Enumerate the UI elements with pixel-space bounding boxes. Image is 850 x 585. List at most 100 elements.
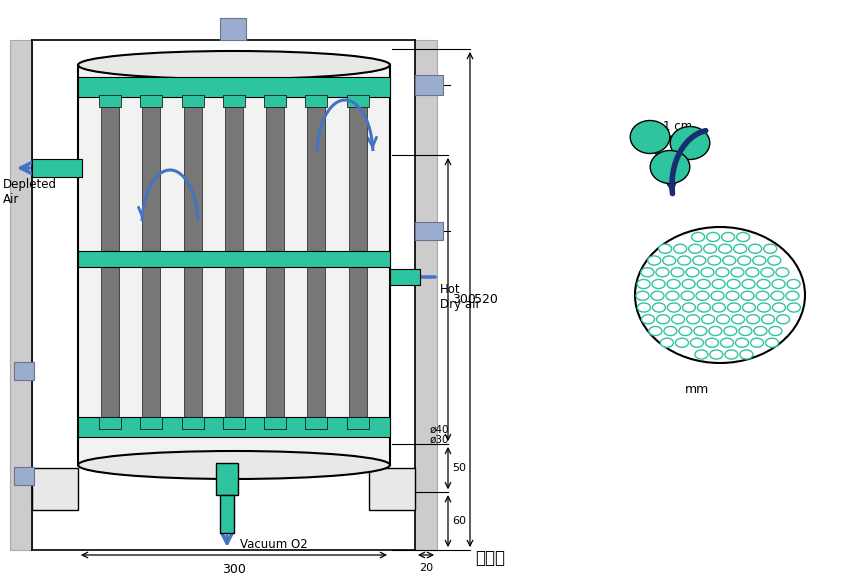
Bar <box>32 468 78 510</box>
Ellipse shape <box>735 338 749 347</box>
Ellipse shape <box>721 338 734 347</box>
Ellipse shape <box>674 244 687 253</box>
Ellipse shape <box>653 303 666 312</box>
Ellipse shape <box>727 280 740 288</box>
Ellipse shape <box>701 268 714 277</box>
Bar <box>225 77 243 437</box>
Bar <box>182 417 204 429</box>
Ellipse shape <box>776 268 789 277</box>
Ellipse shape <box>688 244 702 253</box>
Ellipse shape <box>725 350 738 359</box>
Ellipse shape <box>660 338 673 347</box>
Bar <box>10 40 32 550</box>
Bar <box>32 159 82 177</box>
Ellipse shape <box>706 338 718 347</box>
Text: 300: 300 <box>222 563 246 576</box>
Bar <box>415 222 443 240</box>
Ellipse shape <box>638 280 650 288</box>
Ellipse shape <box>666 291 679 300</box>
Ellipse shape <box>777 315 790 324</box>
Ellipse shape <box>741 291 754 300</box>
Ellipse shape <box>693 256 706 265</box>
Bar <box>78 77 390 97</box>
Ellipse shape <box>786 291 799 300</box>
Ellipse shape <box>635 227 805 363</box>
Ellipse shape <box>732 315 745 324</box>
Text: 300: 300 <box>452 293 476 306</box>
Ellipse shape <box>683 303 695 312</box>
Ellipse shape <box>663 256 676 265</box>
Ellipse shape <box>757 303 770 312</box>
Ellipse shape <box>739 326 752 336</box>
Bar <box>14 467 34 485</box>
Text: Vacuum O2: Vacuum O2 <box>240 539 308 552</box>
Ellipse shape <box>78 51 390 79</box>
Bar <box>143 77 161 437</box>
Bar <box>223 417 245 429</box>
Ellipse shape <box>681 291 694 300</box>
Ellipse shape <box>731 268 744 277</box>
Ellipse shape <box>698 303 711 312</box>
Ellipse shape <box>719 244 732 253</box>
Ellipse shape <box>708 256 721 265</box>
Bar <box>369 468 415 510</box>
Text: ø30: ø30 <box>430 435 450 445</box>
Ellipse shape <box>771 291 784 300</box>
Ellipse shape <box>769 326 782 336</box>
Bar <box>415 40 437 550</box>
Ellipse shape <box>751 338 763 347</box>
Ellipse shape <box>761 268 774 277</box>
Ellipse shape <box>709 326 722 336</box>
Ellipse shape <box>773 303 785 312</box>
Ellipse shape <box>679 326 692 336</box>
Bar <box>264 417 286 429</box>
Bar <box>140 417 162 429</box>
Ellipse shape <box>754 326 767 336</box>
Ellipse shape <box>690 338 704 347</box>
Bar <box>220 18 246 40</box>
Ellipse shape <box>716 268 729 277</box>
Ellipse shape <box>756 291 769 300</box>
Text: 60: 60 <box>452 516 466 526</box>
Bar <box>347 95 369 107</box>
Text: mm: mm <box>685 383 709 396</box>
Ellipse shape <box>726 291 739 300</box>
Bar <box>216 463 238 495</box>
Ellipse shape <box>670 126 710 160</box>
Ellipse shape <box>746 268 759 277</box>
Ellipse shape <box>652 280 665 288</box>
Bar <box>348 77 366 437</box>
Ellipse shape <box>738 256 751 265</box>
Bar <box>415 75 443 95</box>
Ellipse shape <box>762 315 774 324</box>
Ellipse shape <box>78 451 390 479</box>
Ellipse shape <box>717 315 729 324</box>
Ellipse shape <box>694 350 708 359</box>
Ellipse shape <box>651 291 664 300</box>
Ellipse shape <box>742 280 755 288</box>
Bar <box>347 417 369 429</box>
Bar <box>223 95 245 107</box>
Ellipse shape <box>686 268 699 277</box>
Ellipse shape <box>649 326 662 336</box>
Ellipse shape <box>742 303 756 312</box>
Bar <box>140 95 162 107</box>
Ellipse shape <box>697 280 710 288</box>
Bar <box>264 95 286 107</box>
Ellipse shape <box>768 256 781 265</box>
Ellipse shape <box>728 303 740 312</box>
Ellipse shape <box>712 280 725 288</box>
Ellipse shape <box>656 315 670 324</box>
Ellipse shape <box>638 303 650 312</box>
Bar <box>182 95 204 107</box>
Bar <box>78 251 390 267</box>
Ellipse shape <box>656 268 669 277</box>
Ellipse shape <box>671 268 684 277</box>
Bar <box>390 269 420 285</box>
Ellipse shape <box>667 280 680 288</box>
Text: 50: 50 <box>452 463 466 473</box>
Bar <box>101 77 119 437</box>
Bar <box>305 417 327 429</box>
Ellipse shape <box>734 244 746 253</box>
Ellipse shape <box>650 150 690 184</box>
